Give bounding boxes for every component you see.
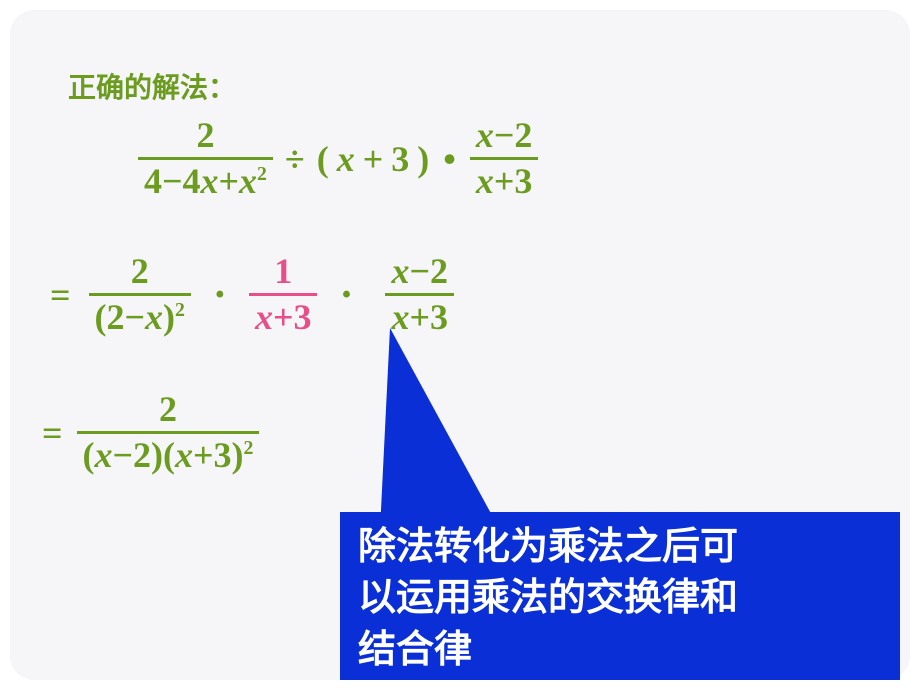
- slide-card: 正确的解法： 2 4−4x+x2 ÷ (x+3) • x−2 x+3 = 2: [10, 10, 910, 680]
- callout-line2: 以运用乘法的交换律和: [358, 573, 738, 624]
- callout-line1: 除法转化为乘法之后可: [358, 522, 738, 573]
- callout-line3: 结合律: [358, 625, 738, 676]
- callout-text: 除法转化为乘法之后可 以运用乘法的交换律和 结合律: [358, 522, 738, 676]
- callout-tail: [380, 328, 500, 530]
